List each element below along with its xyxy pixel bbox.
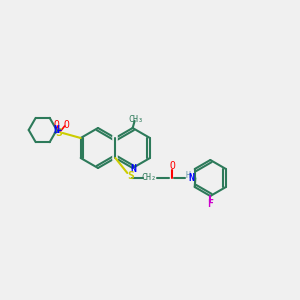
Text: N: N — [54, 125, 60, 135]
Text: S: S — [55, 128, 62, 138]
Text: N: N — [188, 173, 194, 183]
Text: F: F — [207, 199, 213, 209]
Text: CH₃: CH₃ — [128, 116, 143, 124]
Text: CH₂: CH₂ — [142, 173, 157, 182]
Text: S: S — [127, 171, 134, 181]
Text: N: N — [131, 164, 137, 174]
Text: O: O — [64, 120, 70, 130]
Text: O: O — [54, 120, 60, 130]
Text: O: O — [169, 161, 175, 171]
Text: H: H — [186, 172, 191, 181]
